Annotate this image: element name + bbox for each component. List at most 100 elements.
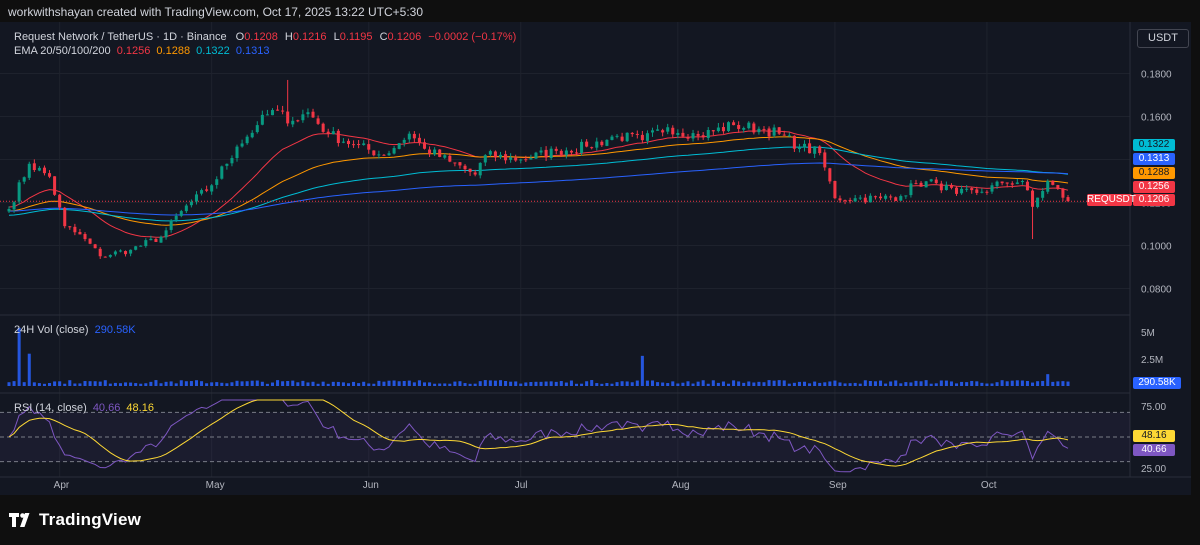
volume-bar xyxy=(574,383,579,386)
candle-body xyxy=(215,179,219,185)
candle-body xyxy=(519,159,523,161)
volume-bar xyxy=(828,381,832,386)
volume-bar xyxy=(220,382,224,386)
time-axis-label: Oct xyxy=(981,480,997,491)
candle-body xyxy=(118,250,122,252)
volume-bar xyxy=(382,381,386,386)
tradingview-logo[interactable]: TradingView xyxy=(9,510,141,530)
candle-body xyxy=(610,136,614,140)
candle-body xyxy=(488,151,492,155)
candle-body xyxy=(235,146,239,158)
volume-bar xyxy=(12,381,16,386)
volume-bar xyxy=(346,383,351,386)
volume-bar xyxy=(924,380,928,386)
candle-body xyxy=(179,211,183,216)
candle-body xyxy=(463,165,467,170)
volume-bar xyxy=(159,383,163,386)
candle-body xyxy=(27,163,31,178)
candle-body xyxy=(1000,181,1004,184)
candle-body xyxy=(1051,180,1055,185)
volume-bar xyxy=(848,383,852,386)
candle-body xyxy=(255,125,259,133)
candle-body xyxy=(879,196,883,199)
candle-body xyxy=(164,230,168,238)
candle-body xyxy=(296,120,300,122)
candle-body xyxy=(742,128,746,130)
ema50-value: 0.1288 xyxy=(156,45,191,57)
volume-bar xyxy=(509,381,513,386)
ema-lines xyxy=(0,130,1130,238)
volume-bar xyxy=(422,382,427,386)
candle-body xyxy=(149,238,153,241)
ema50-price-tag: 0.1288 xyxy=(1133,167,1175,179)
candle-body xyxy=(803,143,807,148)
volume-bar xyxy=(590,380,594,386)
volume-bar xyxy=(463,383,467,386)
volume-bar xyxy=(949,381,953,386)
volume-bar xyxy=(225,383,229,386)
volume-bar xyxy=(600,383,604,386)
candle-body xyxy=(7,208,11,212)
volume-bar xyxy=(965,382,969,386)
ohlc-close: 0.1206 xyxy=(387,31,422,43)
candle-body xyxy=(985,191,989,193)
volume-bar xyxy=(929,383,933,386)
candle-body xyxy=(428,149,432,155)
volume-bar xyxy=(417,380,421,386)
volume-bar xyxy=(838,382,842,386)
volume-bar xyxy=(154,380,158,386)
candle-body xyxy=(752,123,756,133)
volume-bar xyxy=(569,380,573,386)
ema100-price-tag: 0.1322 xyxy=(1133,139,1175,151)
candle-body xyxy=(590,147,594,149)
tradingview-logo-icon xyxy=(9,513,30,527)
ema200-value: 0.1313 xyxy=(235,45,270,57)
volume-bar xyxy=(88,381,92,386)
chart-svg[interactable]: 0.18000.16000.14000.12000.10000.08005M2.… xyxy=(0,22,1191,495)
volume-bar xyxy=(747,381,751,386)
volume-bar xyxy=(443,383,447,386)
volume-bar xyxy=(1025,380,1029,386)
volume-bar xyxy=(792,382,796,386)
candle-body xyxy=(225,163,229,166)
volume-bar xyxy=(797,381,801,386)
candle-body xyxy=(17,182,21,202)
candle-body xyxy=(245,136,249,144)
candle-body xyxy=(493,151,497,158)
volume-bar xyxy=(955,383,959,386)
candle-body xyxy=(412,133,416,139)
volume-bar xyxy=(615,382,619,386)
volume-bar xyxy=(27,353,31,386)
volume-bar xyxy=(189,381,193,386)
volume-bar xyxy=(580,383,584,386)
candle-body xyxy=(341,141,345,143)
volume-bar xyxy=(620,381,624,386)
volume-bar xyxy=(296,382,300,386)
chart-area[interactable]: 0.18000.16000.14000.12000.10000.08005M2.… xyxy=(0,22,1191,495)
candle-body xyxy=(200,190,204,194)
volume-bar xyxy=(934,383,938,386)
volume-bar xyxy=(341,382,345,386)
volume-bar xyxy=(493,380,497,386)
candle-body xyxy=(73,226,77,233)
volume-bar xyxy=(899,383,903,386)
candle-body xyxy=(564,150,568,156)
volume-bar xyxy=(362,381,366,386)
volume-axis-label: 2.5M xyxy=(1141,355,1163,366)
volume-bar xyxy=(311,381,315,386)
volume-bar xyxy=(894,380,898,386)
volume-bar xyxy=(250,380,254,386)
currency-button[interactable]: USDT xyxy=(1137,29,1189,48)
volume-bar xyxy=(630,382,634,386)
rsi-axis-label: 75.00 xyxy=(1141,402,1166,413)
volume-bar xyxy=(488,380,492,386)
rsi-legend-label: RSI (14, close) xyxy=(14,402,87,414)
volume-bar xyxy=(808,383,812,386)
volume-bar xyxy=(1056,381,1060,386)
candle-body xyxy=(478,162,482,176)
candle-body xyxy=(894,197,898,201)
rsi-ma-price-tag: 48.16 xyxy=(1133,430,1175,442)
candle-body xyxy=(585,141,589,147)
ohlc-open: 0.1208 xyxy=(244,31,278,43)
ema100-value: 0.1322 xyxy=(196,45,230,57)
